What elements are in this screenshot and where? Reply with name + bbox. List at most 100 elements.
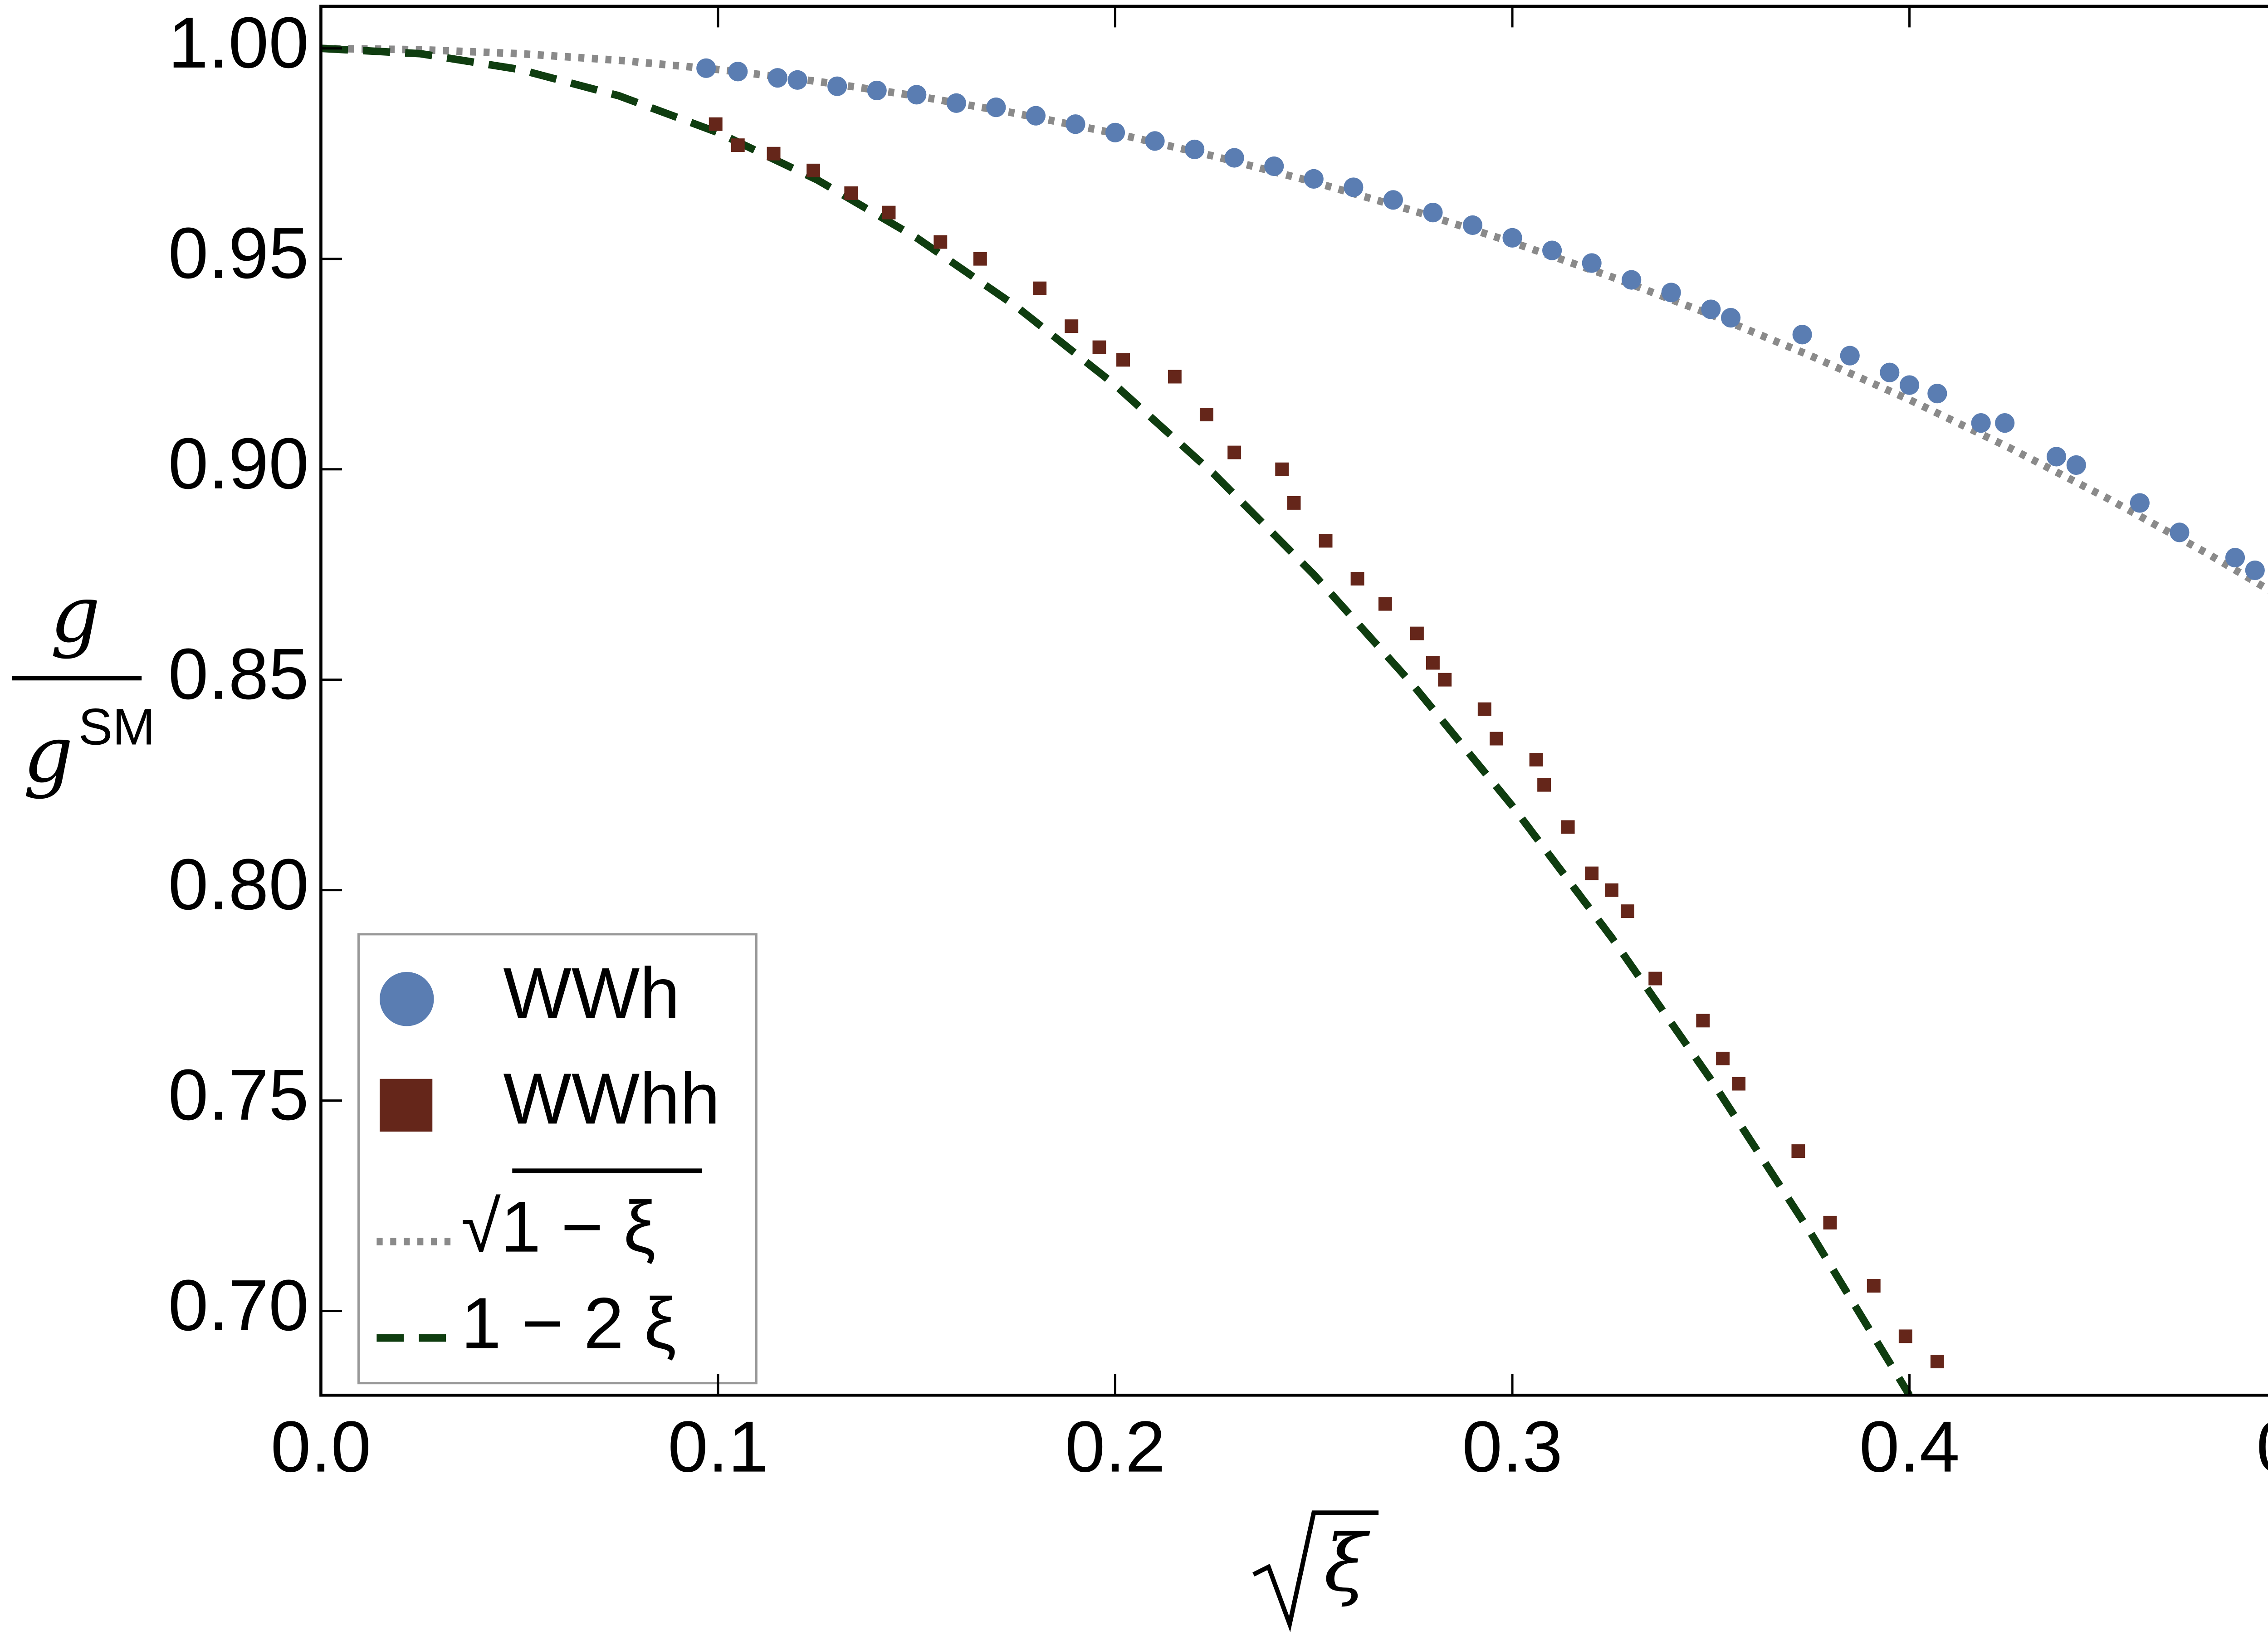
legend-marker <box>380 971 434 1026</box>
square-point <box>1410 626 1424 640</box>
legend-marker <box>380 1079 433 1132</box>
x-tick-label: 0.0 <box>271 1406 371 1487</box>
circle-point <box>2066 455 2086 475</box>
square-point <box>1585 866 1599 880</box>
square-point <box>1227 445 1242 459</box>
y-label-denominator: g <box>23 709 73 800</box>
square-point <box>1319 534 1333 548</box>
circle-point <box>1971 413 1991 433</box>
square-point <box>1426 656 1440 670</box>
square-point <box>1561 820 1575 834</box>
curve <box>321 44 1913 1396</box>
square-point <box>1898 1329 1912 1343</box>
circle-point <box>907 85 927 105</box>
circle-point <box>1792 325 1812 345</box>
circle-point <box>1502 228 1522 248</box>
y-tick-label: 0.75 <box>168 1054 309 1135</box>
circle-point <box>1423 203 1443 223</box>
circle-point <box>696 58 716 78</box>
circle-point <box>1344 177 1364 197</box>
circle-point <box>2225 547 2245 568</box>
circle-point <box>2245 560 2265 581</box>
circle-point <box>1622 270 1642 290</box>
square-point <box>1378 597 1392 611</box>
square-point <box>1791 1144 1805 1158</box>
square-point <box>1350 572 1364 586</box>
x-tick-label: 0.5 <box>2256 1406 2268 1487</box>
square-point <box>1696 1014 1710 1028</box>
circle-point <box>1927 384 1947 404</box>
circle-point <box>1304 169 1324 189</box>
circle-point <box>1542 240 1562 260</box>
circle-point <box>827 76 847 96</box>
square-point <box>1490 732 1503 746</box>
radical-sign <box>1252 1510 1379 1632</box>
legend-label: 1 − 2 ξ <box>461 1283 676 1363</box>
circle-point <box>767 68 787 88</box>
frame <box>319 5 2268 1397</box>
square-point <box>1438 673 1452 687</box>
circle-point <box>2046 447 2067 467</box>
circle-point <box>946 93 966 113</box>
square-point <box>1621 904 1634 918</box>
square-point <box>807 163 821 177</box>
square-point <box>844 186 858 200</box>
square-point <box>1168 370 1182 384</box>
legend-label: √1 − ξ <box>461 1186 655 1267</box>
circle-point <box>1145 131 1165 151</box>
y-tick-label: 0.70 <box>168 1265 309 1346</box>
circle-point <box>787 70 807 90</box>
square-point <box>1529 753 1543 766</box>
legend-box <box>357 933 758 1385</box>
square-point <box>767 146 781 161</box>
x-tick-label: 0.3 <box>1462 1406 1563 1487</box>
circle-point <box>867 80 887 101</box>
y-tick-label: 1.00 <box>168 2 309 83</box>
circle-point <box>1582 253 1602 273</box>
square-point <box>1116 353 1130 367</box>
square-point <box>1477 702 1491 716</box>
circle-point <box>2130 493 2150 513</box>
x-tick-label: 0.4 <box>1859 1406 1960 1487</box>
circle-point <box>1701 299 1721 319</box>
square-point <box>973 252 987 266</box>
square-point <box>1732 1077 1746 1091</box>
circle-point <box>1462 215 1483 235</box>
circle-point <box>1066 114 1085 134</box>
square-point <box>1033 281 1047 295</box>
square-point <box>1648 971 1662 986</box>
circle-point <box>1721 308 1741 328</box>
circle-point <box>1840 346 1860 366</box>
square-point <box>1287 496 1301 510</box>
circle-point <box>1661 283 1681 303</box>
legend: WWh WWhh √1 − ξ 1 − 2 ξ <box>376 953 720 1363</box>
y-tick-label: 0.95 <box>168 213 309 293</box>
circle-point <box>1105 122 1125 142</box>
square-point <box>709 117 723 131</box>
y-tick-label: 0.80 <box>168 844 309 925</box>
square-point <box>1867 1279 1881 1293</box>
y-label-superscript: SM <box>78 698 155 755</box>
plot-area <box>321 44 2268 1396</box>
circle-point <box>1899 375 1920 395</box>
square-point <box>731 138 745 152</box>
square-point <box>1065 319 1079 333</box>
legend-label: WWh <box>503 953 680 1034</box>
circle-point <box>1026 106 1046 126</box>
circle-point <box>1264 156 1284 176</box>
circle-point <box>2170 522 2190 542</box>
x-label: ξ <box>1324 1518 1370 1609</box>
circle-point <box>1383 190 1403 210</box>
square-point <box>1199 408 1213 422</box>
square-point <box>934 235 948 249</box>
circle-point <box>1185 139 1205 160</box>
square-point <box>1537 778 1551 792</box>
circle-point <box>986 98 1006 117</box>
square-point <box>1092 340 1106 354</box>
square-point <box>1716 1051 1730 1065</box>
circle-point <box>1224 148 1244 168</box>
square-point <box>1275 462 1289 476</box>
legend-label: WWhh <box>503 1058 720 1139</box>
